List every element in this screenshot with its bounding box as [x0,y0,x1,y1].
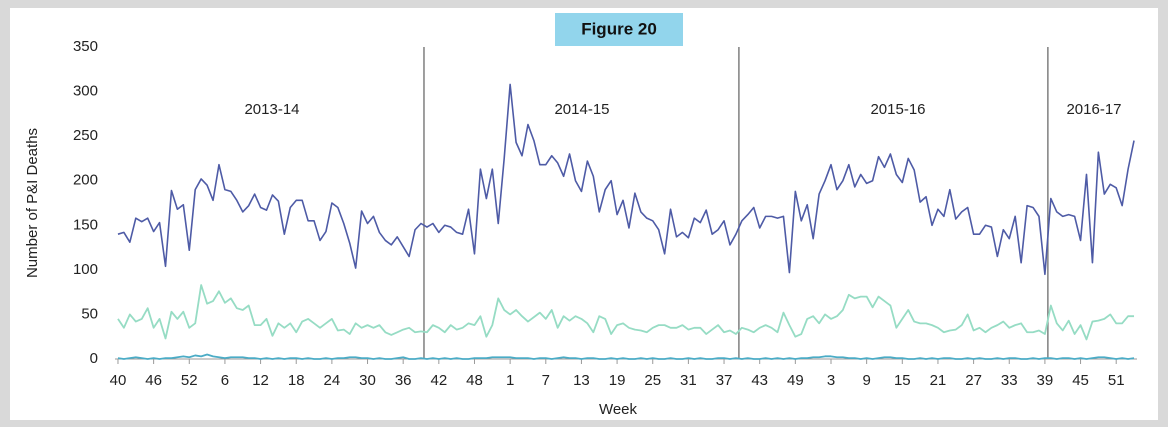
x-tick-label: 25 [644,372,661,389]
series-line [117,284,1135,341]
x-tick-label: 27 [965,372,982,389]
x-tick-label: 31 [680,372,697,389]
x-tick-label: 18 [288,372,305,389]
x-tick-label: 15 [894,372,911,389]
y-tick-label: 100 [73,261,98,278]
y-tick-label: 200 [73,172,98,189]
x-tick-label: 51 [1108,372,1125,389]
x-tick-label: 21 [930,372,947,389]
x-tick-label: 39 [1037,372,1054,389]
x-tick-label: 19 [609,372,626,389]
x-tick-label: 6 [221,372,229,389]
season-label: 2015-16 [870,101,925,118]
season-label: 2014-15 [554,101,609,118]
y-tick-label: 50 [81,305,98,322]
x-tick-label: 30 [359,372,376,389]
y-tick-label: 0 [90,350,98,367]
x-tick-label: 45 [1072,372,1089,389]
x-tick-label: 43 [751,372,768,389]
y-tick-label: 350 [73,38,98,55]
x-tick-label: 36 [395,372,412,389]
x-tick-label: 12 [252,372,269,389]
y-tick-label: 300 [73,83,98,100]
x-tick-label: 7 [542,372,550,389]
x-tick-label: 42 [430,372,447,389]
x-tick-label: 3 [827,372,835,389]
x-tick-label: 33 [1001,372,1018,389]
y-axis-title: Number of P&I Deaths [24,128,41,278]
x-tick-label: 1 [506,372,514,389]
x-tick-label: 13 [573,372,590,389]
x-tick-label: 9 [862,372,870,389]
x-tick-label: 49 [787,372,804,389]
figure-badge [555,13,683,46]
x-tick-label: 24 [324,372,341,389]
x-tick-label: 48 [466,372,483,389]
chart-card [10,8,1158,420]
series-line [117,83,1135,276]
y-tick-label: 250 [73,127,98,144]
season-label: 2016-17 [1066,101,1121,118]
x-tick-label: 52 [181,372,198,389]
figure-label: Figure 20 [581,19,657,38]
x-tick-label: 40 [110,372,127,389]
y-tick-label: 150 [73,216,98,233]
x-axis-title: Week [599,401,638,418]
series-line [117,353,1135,360]
x-tick-label: 46 [145,372,162,389]
x-tick-label: 37 [716,372,733,389]
season-label: 2013-14 [244,101,299,118]
